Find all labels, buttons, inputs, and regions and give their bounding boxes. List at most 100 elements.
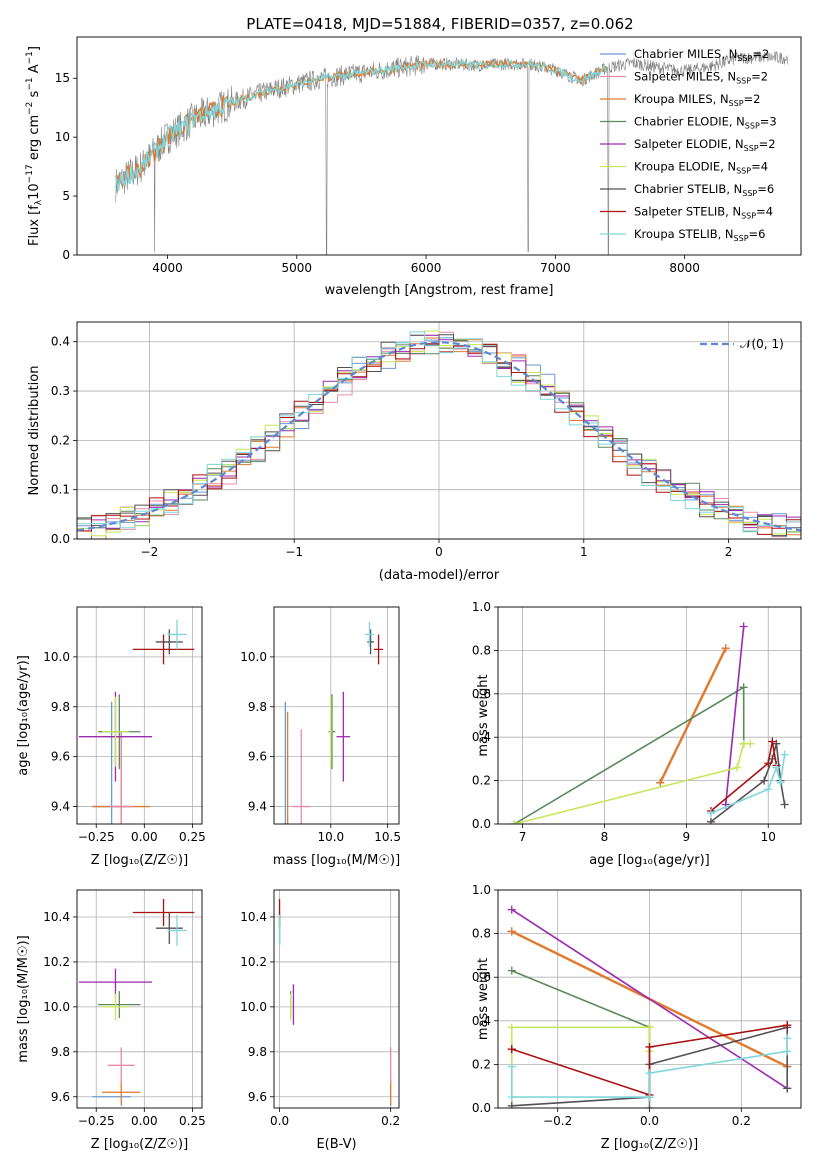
weight-marker-kroupa_elodie — [733, 763, 742, 772]
weight-marker-chabrier_elodie — [507, 966, 516, 975]
x-tick-label: 4000 — [152, 261, 183, 275]
legend-label-chabrier_miles: Chabrier MILES, NSSP=2 — [634, 47, 769, 63]
y-axis-label: age [log₁₀(age/yr)] — [16, 655, 31, 776]
x-tick-label: 0.00 — [131, 1114, 158, 1128]
weight-marker-salpeter_stelib — [645, 1042, 654, 1051]
y-axis-label: Normed distribution — [27, 366, 42, 496]
x-tick-label: 8000 — [669, 261, 700, 275]
y-tick-label: 0.3 — [51, 384, 70, 398]
weight-marker-kroupa_elodie — [510, 820, 519, 824]
y-tick-label: 9.8 — [248, 700, 267, 714]
weight-marker-salpeter_stelib — [768, 737, 777, 746]
axes-frame — [497, 606, 802, 825]
mass_vs_Z-panel: −0.25 0.00 0.25 9.6 9.8 10.0 10.2 10.4 Z [log₁₀(… — [16, 889, 206, 1152]
weight-marker-salpeter_stelib — [764, 759, 773, 768]
legend-label-kroupa_stelib: Kroupa STELIB, NSSP=6 — [634, 227, 765, 243]
weight-marker-kroupa_stelib — [764, 785, 773, 794]
weight-marker-chabrier_stelib — [507, 1101, 516, 1108]
x-tick-label: −0.25 — [78, 1114, 115, 1128]
legend-label-salpeter_miles: Salpeter MILES, NSSP=2 — [634, 70, 768, 86]
y-tick-label: 5 — [62, 189, 70, 203]
weight-marker-chabrier_stelib — [706, 817, 715, 824]
x-tick-label: 10.5 — [374, 830, 401, 844]
x-tick-label: 0 — [435, 545, 443, 559]
age_vs_mass-panel: 10.0 10.5 9.4 9.6 9.8 10.0 mass [log₁₀(M/M☉)] — [240, 606, 401, 868]
legend-label-chabrier_stelib: Chabrier STELIB, NSSP=6 — [634, 182, 774, 198]
y-tick-label: 10.0 — [240, 650, 267, 664]
weight-marker-kroupa_stelib — [783, 1047, 792, 1056]
x-tick-label: 0.0 — [640, 1114, 659, 1128]
weight-marker-chabrier_stelib — [772, 739, 781, 748]
y-tick-label: 10.2 — [240, 955, 267, 969]
weight-line-kroupa_miles — [659, 647, 727, 784]
y-tick-label: 9.4 — [248, 800, 267, 814]
weight-marker-kroupa_miles — [656, 778, 665, 787]
y-tick-label: 1.0 — [472, 600, 491, 614]
y-axis-label: mass weight — [476, 674, 491, 756]
y-axis-label: Flux [fλ10−17 erg cm−2 s−1 A−1] — [25, 46, 44, 246]
y-tick-label: 10.4 — [240, 910, 267, 924]
weight-line-salpeter_elodie — [724, 626, 745, 805]
y-tick-label: 9.8 — [248, 1045, 267, 1059]
axes-frame — [273, 606, 400, 825]
y-tick-label: 9.4 — [51, 800, 70, 814]
weight-marker-kroupa_elodie — [645, 1023, 654, 1032]
y-tick-label: 9.6 — [248, 1090, 267, 1104]
weight-marker-salpeter_stelib — [783, 1021, 792, 1030]
histogram-kroupa_stelib — [77, 331, 801, 539]
y-tick-label: 0.4 — [472, 730, 491, 744]
x-axis-label: Z [log₁₀(Z/Z☉)] — [601, 1137, 698, 1152]
weight-marker-chabrier_stelib — [783, 1084, 792, 1093]
weight-marker-salpeter_elodie — [739, 622, 748, 631]
x-tick-label: 9 — [683, 830, 691, 844]
x-axis-label: (data-model)/error — [379, 568, 500, 583]
y-tick-label: 9.6 — [51, 1090, 70, 1104]
axes-frame — [76, 36, 802, 256]
x-tick-label: 0.25 — [179, 830, 206, 844]
y-tick-label: 0.2 — [472, 774, 491, 788]
mass_vs_ebv-panel: 0.0 0.2 9.6 9.8 10.0 10.2 10.4 E(B-V) — [240, 889, 400, 1152]
y-tick-label: 9.8 — [51, 700, 70, 714]
legend-label-kroupa_elodie: Kroupa ELODIE, NSSP=4 — [634, 160, 768, 176]
y-tick-label: 0.0 — [51, 532, 70, 546]
y-tick-label: 0.2 — [51, 433, 70, 447]
x-tick-label: 8 — [601, 830, 609, 844]
weight-marker-salpeter_elodie — [507, 905, 516, 914]
y-tick-label: 10 — [55, 130, 70, 144]
weight_vs_Z-panel: −0.2 0.0 0.2 0.0 0.2 0.4 0.6 0.8 1.0 Z [log₁₀(Z/Z… — [472, 883, 802, 1152]
weight-marker-kroupa_stelib — [780, 750, 789, 759]
x-tick-label: −0.2 — [543, 1114, 572, 1128]
x-tick-label: 0.25 — [179, 1114, 206, 1128]
x-tick-label: 7000 — [540, 261, 571, 275]
weight-marker-kroupa_stelib — [507, 1062, 516, 1071]
y-tick-label: 15 — [55, 71, 70, 85]
x-tick-label: −2 — [141, 545, 159, 559]
axes-frame — [76, 321, 802, 540]
x-tick-label: 5000 — [282, 261, 313, 275]
x-axis-label: Z [log₁₀(Z/Z☉)] — [91, 1137, 188, 1152]
weight-marker-kroupa_stelib — [645, 1069, 654, 1078]
x-tick-label: −0.25 — [78, 830, 115, 844]
y-tick-label: 0.4 — [51, 335, 70, 349]
y-tick-label: 0.4 — [472, 1014, 491, 1028]
y-tick-label: 0.8 — [472, 643, 491, 657]
y-tick-label: 0.1 — [51, 483, 70, 497]
weight-marker-chabrier_elodie — [739, 683, 748, 692]
x-tick-label: 0.00 — [131, 830, 158, 844]
weight-marker-kroupa_elodie — [746, 739, 755, 748]
weight-line-salpeter_stelib — [710, 741, 778, 812]
figure-title: PLATE=0418, MJD=51884, FIBERID=0357, z=0… — [246, 15, 633, 33]
x-axis-label: age [log₁₀(age/yr)] — [589, 853, 710, 868]
legend-label-chabrier_elodie: Chabrier ELODIE, NSSP=3 — [634, 115, 777, 131]
model-spectrum-kroupa_stelib — [115, 59, 608, 191]
x-tick-label: −1 — [285, 545, 303, 559]
legend-label-salpeter_elodie: Salpeter ELODIE, NSSP=2 — [634, 137, 776, 153]
legend-label-kroupa_miles: Kroupa MILES, NSSP=2 — [634, 92, 760, 108]
weight_vs_age-panel: 7 8 9 10 0.0 0.2 0.4 0.6 0.8 1.0 age [log₁₀(age/yr… — [472, 600, 802, 868]
weight-line-kroupa_elodie — [510, 1026, 651, 1108]
x-tick-label: 2 — [725, 545, 733, 559]
data-spectrum-line — [115, 50, 789, 255]
weight-line-chabrier_stelib — [710, 743, 786, 823]
legend-label-salpeter_stelib: Salpeter STELIB, NSSP=4 — [634, 205, 773, 221]
axes-frame — [76, 606, 203, 825]
